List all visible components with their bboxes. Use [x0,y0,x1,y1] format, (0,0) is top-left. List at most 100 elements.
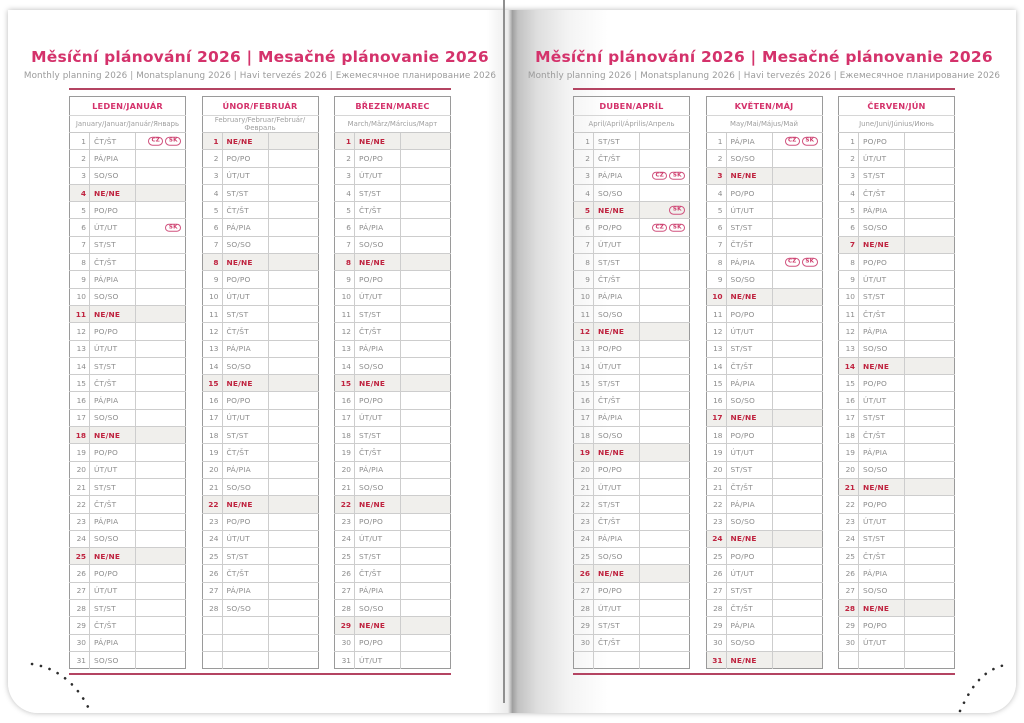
weekday-abbrev: ÚT/UT [593,235,640,254]
weekday-abbrev: PÁ/PIA [858,322,905,341]
weekday-abbrev: PO/PO [354,149,401,168]
weekday-abbrev: PÁ/PIA [726,495,773,514]
notes-cell [268,495,318,514]
day-row: 27 ÚT/UT [69,581,186,600]
holiday-badges: SK [165,223,181,232]
weekday-abbrev: SO/SO [222,599,269,617]
day-row: 8 PO/PO [838,253,955,271]
day-number: 3 [706,166,727,185]
notes-cell [904,599,955,617]
weekday-abbrev: PO/PO [354,270,401,289]
day-number: 14 [838,356,859,375]
day-row: 25 ST/ST [202,547,318,565]
day-number: 21 [69,477,90,496]
weekday-abbrev: PO/PO [593,581,640,600]
day-row: 3 ÚT/UT [202,166,318,185]
weekday-abbrev: SO/SO [354,477,401,496]
notes-cell [400,460,451,479]
weekday-abbrev: PO/PO [726,426,773,444]
month-calendar: ÚNOR/FEBRUÁR February/Februar/Február/Фе… [201,96,319,670]
day-row: 19 ČT/ŠT [334,443,451,462]
notes-cell [904,149,955,168]
notes-cell [268,374,318,392]
weekday-abbrev: ÚT/UT [858,391,905,410]
notes-cell [400,287,451,306]
weekday-abbrev: NE/NE [354,374,401,392]
day-row: 14 ČT/ŠT [706,356,822,375]
notes-cell [135,391,186,410]
day-row: 23 PO/PO [202,512,318,531]
notes-cell [135,408,186,427]
day-number: 2 [838,149,859,168]
day-number: 9 [838,270,859,289]
day-number: 5 [838,201,859,219]
day-row: 30 PÁ/PIA [69,633,186,652]
month-title: DUBEN/APRÍL [573,96,690,116]
weekday-abbrev: ÚT/UT [726,201,773,219]
day-number: 6 [334,218,355,237]
empty-notes-cell [904,650,955,669]
day-row: 25 NE/NE [69,547,186,565]
day-number: 25 [69,547,90,565]
day-row: 29 PO/PO [838,616,955,635]
day-row: 12 NE/NE [573,322,690,341]
day-number: 13 [706,339,727,358]
weekday-abbrev: ÚT/UT [726,564,773,583]
day-row: 30 ÚT/UT [838,633,955,652]
empty-row [202,650,318,669]
day-number: 28 [334,599,355,617]
day-row: 11 ST/ST [334,304,451,323]
day-number: 25 [334,547,355,565]
day-number: 18 [202,426,223,444]
day-number: 25 [706,547,727,565]
day-number: 30 [573,633,594,652]
day-number: 8 [573,253,594,271]
notes-cell [135,547,186,565]
day-number: 7 [573,235,594,254]
day-row: 20 PÁ/PIA [334,460,451,479]
weekday-abbrev: ČT/ŠT [726,356,773,375]
day-row: 19 PO/PO [69,443,186,462]
day-number: 3 [573,166,594,185]
notes-cell [400,235,451,254]
weekday-abbrev: PO/PO [89,322,136,341]
notes-cell [904,426,955,444]
day-number: 30 [69,633,90,652]
day-row: 7 NE/NE [838,235,955,254]
day-row: 4 ST/ST [202,183,318,202]
day-row: 25 ST/ST [334,547,451,565]
weekday-abbrev: SO/SO [726,270,773,289]
day-row: 27 SO/SO [838,581,955,600]
day-number: 24 [838,529,859,548]
weekday-abbrev: SO/SO [222,477,269,496]
weekday-abbrev: NE/NE [354,616,401,635]
notes-cell [268,183,318,202]
day-number: 6 [573,218,594,237]
notes-cell [135,616,186,635]
day-number: 8 [334,253,355,271]
weekday-abbrev: PO/PO [354,512,401,531]
day-number: 20 [573,460,594,479]
day-row: 14 NE/NE [838,356,955,375]
weekday-abbrev: ST/ST [726,581,773,600]
weekday-abbrev: ČT/ŠT [593,149,640,168]
empty-row [838,650,955,669]
weekday-abbrev: ČT/ŠT [354,443,401,462]
weekday-abbrev: NE/NE [593,322,640,341]
weekday-abbrev: ČT/ŠT [222,564,269,583]
weekday-abbrev: ST/ST [726,339,773,358]
day-row: 28 NE/NE [838,599,955,617]
day-row: 26 PO/PO [69,564,186,583]
holiday-badge-sk: SK [801,257,818,267]
notes-cell [268,201,318,219]
day-row: 11 ST/ST [202,304,318,323]
day-number: 17 [838,408,859,427]
notes-cell [639,443,690,462]
empty-number-cell [202,633,223,652]
day-row: 22 NE/NE [334,495,451,514]
notes-cell [639,581,690,600]
notes-cell [904,218,955,237]
day-row: 17 SO/SO [69,408,186,427]
notes-cell [904,253,955,271]
notes-cell [639,270,690,289]
